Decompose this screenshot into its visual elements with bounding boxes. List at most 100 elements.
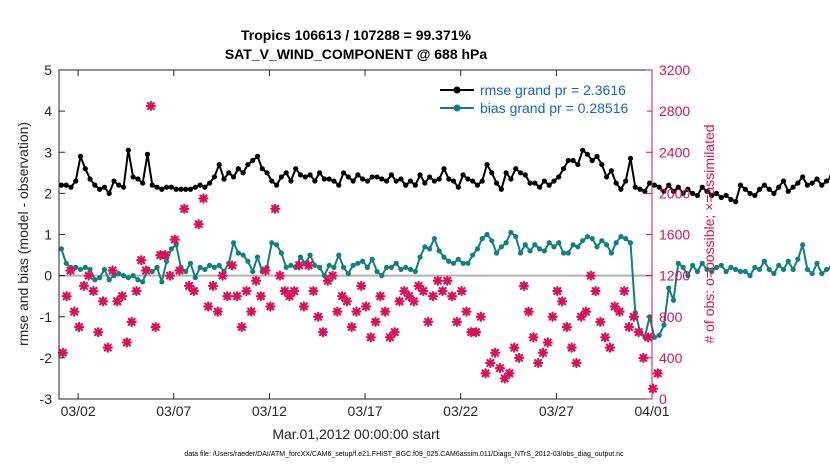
obs-marker-stroke (644, 333, 653, 342)
obs-marker-stroke (538, 348, 548, 357)
rmse-point (570, 157, 576, 164)
bias-point (498, 244, 504, 250)
rmse-point (393, 178, 399, 184)
bias-point (508, 229, 514, 236)
rmse-point (130, 174, 136, 180)
obs-marker-stroke (352, 307, 361, 316)
obs-count-marker (188, 285, 199, 297)
obs-marker-stroke (132, 286, 141, 296)
obs-marker-stroke (146, 101, 155, 111)
obs-marker-stroke (261, 266, 270, 275)
rmse-point (580, 147, 586, 153)
bias-point (771, 270, 777, 277)
bias-point (599, 238, 605, 244)
obs-count-marker (523, 306, 534, 317)
obs-count-marker (380, 306, 391, 317)
y-tick-label-right: 2000 (659, 185, 690, 201)
obs-marker-stroke (118, 292, 127, 301)
bias-point (207, 262, 213, 268)
rmse-point (183, 186, 189, 192)
obs-count-marker (633, 327, 644, 338)
obs-count-marker (317, 327, 329, 338)
rmse-point (556, 174, 562, 180)
y-tick-label-right: 1200 (659, 268, 690, 284)
obs-marker-stroke (328, 271, 337, 280)
bias-point (250, 268, 256, 275)
rmse-point (398, 176, 404, 182)
bias-point (393, 260, 399, 266)
rmse-point (493, 180, 500, 186)
obs-marker-stroke (491, 348, 500, 357)
obs-marker-stroke (615, 307, 624, 316)
obs-count-marker (451, 316, 462, 327)
bias-point (823, 266, 830, 273)
rmse-point (742, 186, 748, 192)
obs-marker-stroke (199, 194, 208, 203)
obs-marker-stroke (74, 322, 84, 332)
obs-marker-stroke (204, 302, 213, 311)
obs-count-marker (399, 285, 410, 297)
bias-point (699, 260, 705, 266)
obs-marker-stroke (223, 292, 232, 301)
obs-marker-stroke (443, 276, 452, 285)
obs-count-marker (164, 270, 176, 281)
rmse-point (537, 184, 543, 190)
bias-point (197, 264, 203, 270)
bias-point (627, 240, 634, 246)
obs-count-marker (475, 311, 486, 322)
rmse-point (97, 186, 103, 192)
obs-marker-stroke (476, 312, 485, 321)
bias-point (97, 275, 103, 281)
obs-count-marker (78, 280, 89, 292)
rmse-point (546, 182, 552, 188)
obs-marker-stroke (371, 317, 380, 326)
obs-marker-stroke (648, 384, 658, 393)
rmse-point (513, 166, 519, 172)
obs-marker-stroke (232, 292, 241, 301)
rmse-point (73, 178, 79, 184)
obs-marker-stroke (562, 322, 571, 332)
obs-marker-stroke (342, 297, 351, 306)
obs-marker-stroke (79, 281, 88, 291)
bias-point (819, 270, 825, 277)
bias-point (589, 236, 595, 242)
bias-point (704, 266, 710, 273)
obs-marker-stroke (357, 281, 366, 291)
rmse-point (154, 184, 160, 190)
x-tick-label: 03/17 (348, 403, 383, 419)
bias-point (374, 268, 380, 275)
bias-point (565, 250, 571, 256)
obs-marker-stroke (505, 369, 514, 378)
rmse-point (752, 192, 758, 199)
bias-point (350, 262, 356, 268)
obs-count-marker (65, 265, 76, 276)
obs-count-marker (456, 285, 467, 297)
obs-marker-stroke (376, 292, 385, 301)
rmse-point (465, 176, 471, 182)
obs-count-marker (351, 306, 362, 317)
bias-point (694, 268, 701, 275)
obs-marker-stroke (151, 322, 160, 332)
obs-count-marker (274, 270, 286, 281)
bias-point (656, 332, 662, 338)
obs-marker-stroke (98, 297, 108, 306)
bias-point (546, 240, 552, 246)
obs-marker-stroke (567, 343, 576, 352)
y-axis-label-left: rmse and bias (model - observation) (15, 122, 31, 346)
obs-count-marker (265, 301, 276, 312)
bias-point (479, 236, 485, 242)
rmse-point (709, 192, 715, 199)
obs-marker-stroke (184, 281, 194, 291)
obs-count-marker (212, 306, 223, 317)
obs-count-marker (461, 306, 472, 317)
data-file-note: data file: /Users/raeder/DAI/ATM_forcXX/… (184, 451, 624, 458)
rmse-point (790, 184, 796, 190)
bias-point (116, 270, 122, 277)
obs-count-marker (571, 357, 582, 369)
obs-marker-stroke (94, 328, 103, 337)
obs-marker-stroke (89, 286, 98, 296)
bias-point (474, 246, 481, 252)
bias-point (680, 264, 686, 270)
bias-point (297, 254, 304, 260)
rmse-point (666, 182, 672, 188)
